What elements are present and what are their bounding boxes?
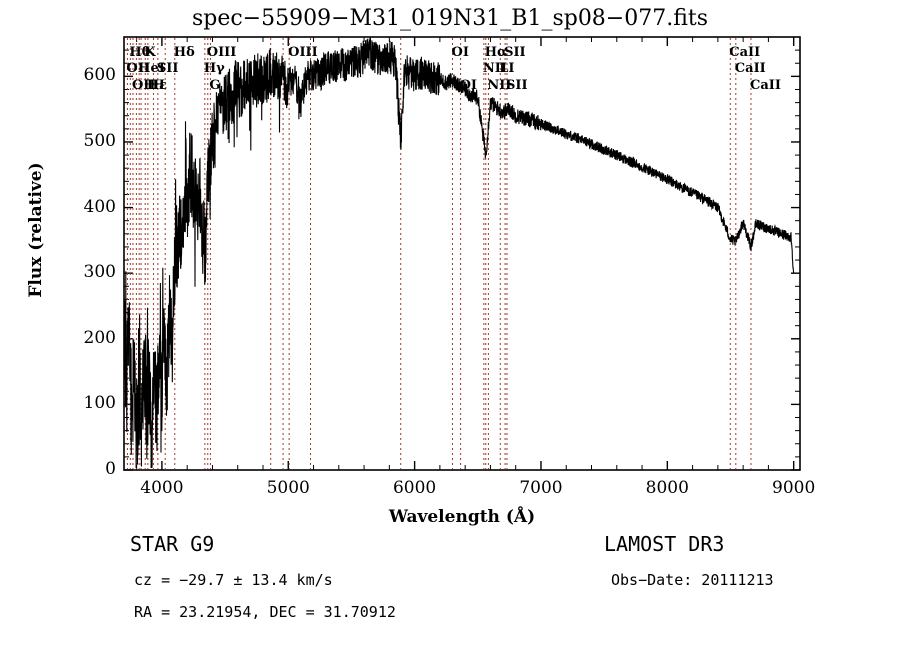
spectral-line-label: OI bbox=[459, 78, 478, 93]
spectral-line-label: Hδ bbox=[173, 45, 195, 60]
spectral-line-label: SII bbox=[156, 61, 179, 76]
spectral-line-label: LI bbox=[499, 61, 515, 76]
spectral-line-label: H bbox=[152, 78, 165, 93]
spectral-line-label: CaII bbox=[729, 45, 761, 60]
redshift-velocity: cz = −29.7 ± 13.4 km/s bbox=[134, 571, 333, 589]
y-tick-label: 0 bbox=[105, 459, 116, 479]
spectral-line-label: SII bbox=[504, 45, 526, 60]
y-tick-label: 400 bbox=[83, 196, 116, 217]
y-tick-label: 500 bbox=[83, 130, 116, 151]
x-tick-label: 4000 bbox=[140, 478, 184, 498]
spectral-line-label: CaII bbox=[734, 61, 766, 76]
spectral-line-label: G bbox=[209, 78, 221, 93]
object-class: STAR G9 bbox=[130, 532, 215, 556]
spectral-line-label: K bbox=[144, 45, 156, 60]
spectral-line-label: OI bbox=[451, 45, 469, 60]
y-tick-label: 200 bbox=[83, 327, 116, 348]
spectral-line-label: OIII bbox=[206, 45, 237, 60]
coordinates: RA = 23.21954, DEC = 31.70912 bbox=[134, 603, 396, 621]
spectral-line-label: OII bbox=[126, 61, 150, 76]
spectral-line-label: OIII bbox=[288, 45, 318, 60]
x-axis-label: Wavelength (Å) bbox=[388, 507, 536, 527]
spectral-line-label: Hα bbox=[484, 45, 508, 60]
spectral-line-label: CaII bbox=[749, 78, 781, 93]
x-tick-label: 7000 bbox=[519, 478, 563, 498]
page-title: spec−55909−M31_019N31_B1_sp08−077.fits bbox=[191, 6, 709, 31]
y-tick-label: 300 bbox=[83, 262, 116, 283]
spectral-line-label: Hε bbox=[146, 78, 168, 93]
spectral-line-label: HeI bbox=[138, 61, 165, 76]
spectral-line-label: OII bbox=[131, 78, 156, 93]
spectral-line-label: Hγ bbox=[203, 61, 225, 76]
survey-name: LAMOST DR3 bbox=[604, 532, 725, 556]
obs-date: Obs−Date: 20111213 bbox=[611, 571, 774, 589]
x-tick-label: 5000 bbox=[266, 478, 310, 498]
x-tick-label: 6000 bbox=[392, 478, 437, 498]
spectral-line-label: NII bbox=[482, 61, 507, 76]
y-tick-label: 600 bbox=[83, 65, 116, 86]
x-tick-label: 8000 bbox=[645, 478, 689, 498]
spectral-line-label: NII bbox=[487, 78, 512, 93]
spectral-line-label: SII bbox=[505, 78, 528, 93]
x-tick-label: 9000 bbox=[772, 478, 816, 498]
y-tick-label: 100 bbox=[83, 393, 116, 414]
spectral-line-label: Hθ bbox=[129, 45, 151, 60]
